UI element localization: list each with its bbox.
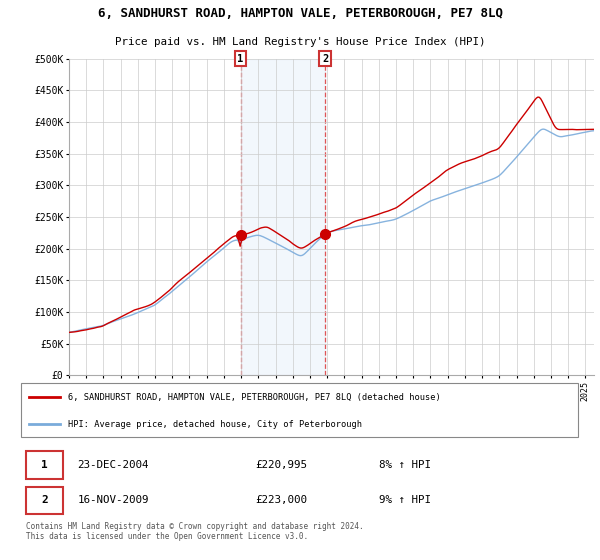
Text: 16-NOV-2009: 16-NOV-2009: [77, 496, 149, 505]
Text: 6, SANDHURST ROAD, HAMPTON VALE, PETERBOROUGH, PE7 8LQ (detached house): 6, SANDHURST ROAD, HAMPTON VALE, PETERBO…: [68, 393, 440, 402]
Text: 2: 2: [322, 54, 328, 64]
Text: HPI: Average price, detached house, City of Peterborough: HPI: Average price, detached house, City…: [68, 420, 362, 429]
Text: 23-DEC-2004: 23-DEC-2004: [77, 460, 149, 470]
Text: 1: 1: [41, 460, 48, 470]
Text: 8% ↑ HPI: 8% ↑ HPI: [379, 460, 431, 470]
FancyBboxPatch shape: [26, 487, 63, 514]
Text: 6, SANDHURST ROAD, HAMPTON VALE, PETERBOROUGH, PE7 8LQ: 6, SANDHURST ROAD, HAMPTON VALE, PETERBO…: [97, 7, 503, 20]
Bar: [241, 59, 325, 375]
FancyBboxPatch shape: [21, 383, 578, 437]
Text: Contains HM Land Registry data © Crown copyright and database right 2024.
This d: Contains HM Land Registry data © Crown c…: [26, 522, 364, 542]
Text: 1: 1: [238, 54, 244, 64]
Text: 2: 2: [41, 496, 48, 505]
Text: Price paid vs. HM Land Registry's House Price Index (HPI): Price paid vs. HM Land Registry's House …: [115, 37, 485, 47]
Text: 9% ↑ HPI: 9% ↑ HPI: [379, 496, 431, 505]
FancyBboxPatch shape: [26, 451, 63, 479]
Text: £223,000: £223,000: [255, 496, 307, 505]
Text: £220,995: £220,995: [255, 460, 307, 470]
